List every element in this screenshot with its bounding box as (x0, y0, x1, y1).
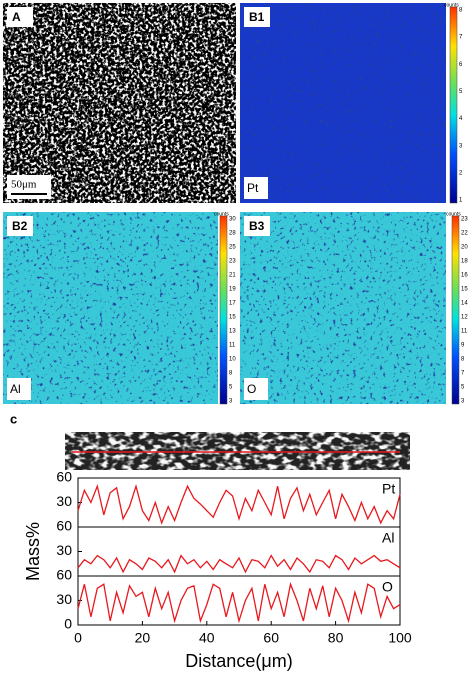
colorbar-tick-label: 23 (461, 217, 468, 223)
element-label: Al (382, 530, 394, 546)
colorbar-tick-label: 11 (229, 343, 236, 349)
y-tick-label: 30 (56, 542, 72, 558)
x-tick-label: 80 (328, 630, 344, 646)
map-texture (240, 3, 446, 203)
element-label-box (244, 177, 268, 199)
x-tick-label: 60 (263, 630, 279, 646)
element-label: O (382, 579, 393, 595)
x-tick-label: 0 (74, 630, 82, 646)
panel-label-box (244, 7, 270, 27)
colorbar-tick-label: 20 (461, 245, 468, 251)
panel-label: A (12, 10, 21, 24)
y-axis-label: Mass% (23, 522, 43, 581)
line-scan-texture (65, 432, 410, 470)
y-tick-label: 60 (56, 567, 72, 583)
colorbar-tick-label: 30 (229, 217, 236, 223)
colorbar-tick-label: 5 (459, 89, 463, 95)
panel-label: B3 (249, 219, 265, 233)
colorbar-tick-label: 22 (461, 231, 468, 237)
element-label-box (7, 378, 31, 400)
y-tick-label: 0 (64, 616, 72, 632)
y-tick-label: 30 (56, 493, 72, 509)
panel-label-box (244, 216, 270, 236)
colorbar-tick-label: 3 (459, 143, 463, 149)
panel-label-box (7, 216, 33, 236)
x-tick-label: 40 (199, 630, 215, 646)
colorbar-tick-label: 8 (461, 357, 465, 363)
y-tick-label: 60 (56, 518, 72, 534)
colorbar-tick-label: 2 (459, 170, 463, 176)
colorbar-tick-label: 3 (229, 399, 233, 405)
colorbar-tick-label: 11 (461, 329, 468, 335)
x-axis-label: Distance(μm) (185, 651, 292, 671)
colorbar-tick-label: 8 (459, 8, 463, 14)
map-texture (3, 212, 218, 404)
element-label-box (244, 378, 268, 400)
colorbar-tick-label: 18 (461, 259, 468, 265)
colorbar (451, 215, 460, 405)
colorbar-title: counts (214, 211, 229, 217)
y-tick-label: 60 (56, 469, 72, 485)
colorbar-tick-label: 4 (459, 116, 463, 122)
map-texture (240, 212, 446, 404)
element-label: Pt (247, 181, 259, 195)
colorbar-tick-label: 6 (459, 62, 463, 68)
y-tick-label: 30 (56, 591, 72, 607)
profile-line (77, 581, 401, 624)
colorbar-tick-label: 13 (229, 329, 236, 335)
colorbar-tick-label: 28 (229, 231, 236, 237)
scale-bar-label: 50μm (11, 179, 37, 191)
colorbar-tick-label: 9 (461, 343, 465, 349)
colorbar-tick-label: 15 (461, 287, 468, 293)
colorbar-tick-label: 7 (461, 371, 465, 377)
plot-frame (77, 526, 401, 577)
panel-label: B1 (249, 10, 265, 24)
colorbar-tick-label: 8 (229, 371, 233, 377)
colorbar (219, 215, 228, 405)
panel-label: B2 (12, 219, 28, 233)
colorbar-tick-label: 10 (229, 357, 236, 363)
element-label: O (247, 382, 256, 396)
panel-label: c (10, 411, 17, 426)
colorbar-tick-label: 23 (229, 259, 236, 265)
colorbar-tick-label: 5 (461, 385, 465, 391)
element-label: Al (10, 382, 21, 396)
profile-line (77, 554, 401, 574)
x-tick-label: 100 (388, 630, 412, 646)
colorbar-tick-label: 17 (229, 301, 236, 307)
colorbar-tick-label: 15 (229, 315, 236, 321)
colorbar-tick-label: 12 (461, 315, 468, 321)
panel-label-box (7, 7, 33, 27)
colorbar-tick-label: 5 (229, 385, 233, 391)
profile-line (77, 483, 401, 525)
colorbar-tick-label: 1 (459, 198, 463, 204)
colorbar-tick-label: 3 (461, 399, 465, 405)
colorbar-tick-label: 16 (461, 273, 468, 279)
colorbar-tick-label: 21 (229, 273, 236, 279)
map-texture (3, 3, 236, 203)
colorbar-tick-label: 7 (459, 35, 463, 41)
colorbar (449, 6, 458, 204)
colorbar-tick-label: 14 (461, 301, 468, 307)
colorbar-tick-label: 19 (229, 287, 236, 293)
colorbar-title: counts (444, 2, 459, 8)
colorbar-title: counts (446, 211, 461, 217)
colorbar-tick-label: 25 (229, 245, 236, 251)
x-tick-label: 20 (135, 630, 151, 646)
element-label: Pt (382, 481, 395, 497)
